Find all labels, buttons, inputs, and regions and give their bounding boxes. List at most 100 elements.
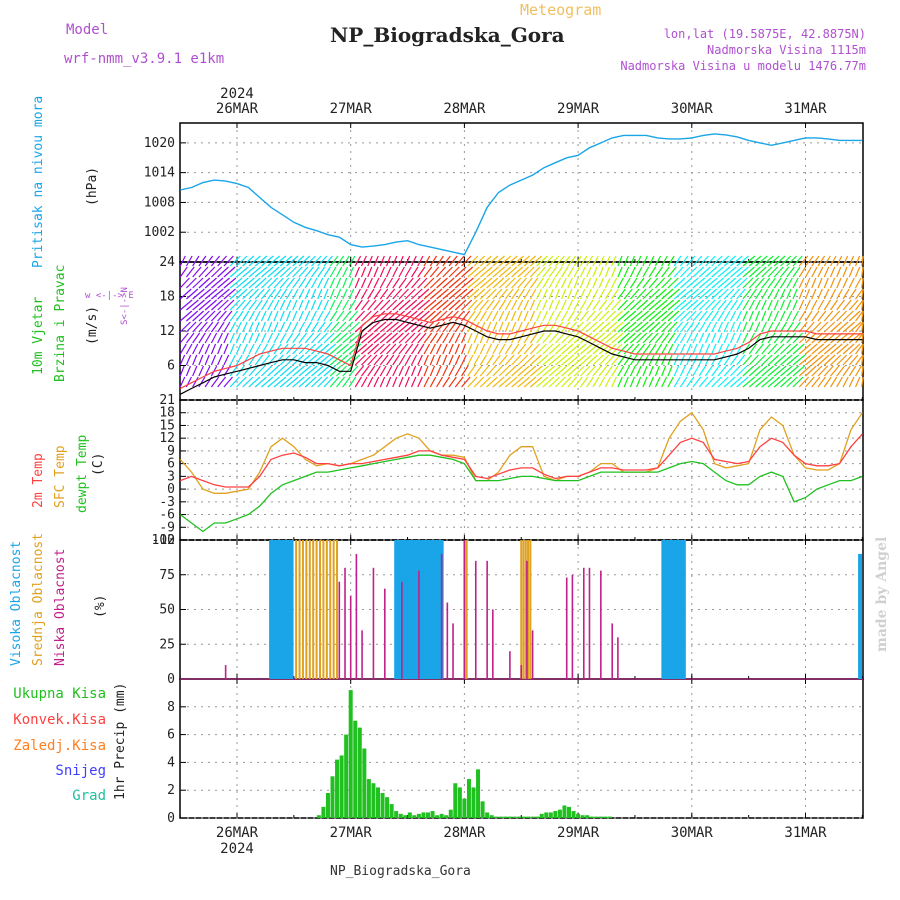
wind-barb <box>748 288 757 300</box>
wind-barb <box>229 277 243 289</box>
precip-bar <box>439 813 444 818</box>
wind-barb <box>392 288 403 300</box>
wind-barb <box>348 310 359 322</box>
wind-barb <box>486 321 492 333</box>
wind-barb <box>629 343 640 355</box>
wind-barb <box>229 321 237 333</box>
wind-barb <box>392 255 398 267</box>
wind-barb <box>755 266 767 278</box>
wind-barb <box>686 343 692 355</box>
wind-barb <box>342 310 352 322</box>
wind-barb <box>811 343 825 355</box>
panels: 10021008101410206121824-12-9-6-303691215… <box>144 122 864 826</box>
wind-barb <box>773 343 785 355</box>
wind-barb <box>761 354 773 366</box>
wind-barb <box>855 277 862 289</box>
wind-barb <box>729 299 738 311</box>
cloud-bar <box>418 570 420 679</box>
wind-barb <box>248 321 254 333</box>
bottom-day-label: 31MAR <box>784 825 827 841</box>
wind-barb <box>335 277 342 289</box>
wind-barb <box>661 299 675 311</box>
wind-barb <box>861 365 864 377</box>
wind-barb <box>586 310 596 322</box>
wind-barb <box>448 299 461 311</box>
wind-barb <box>623 376 629 388</box>
wind-barb <box>723 255 737 267</box>
wind-barb <box>780 376 792 388</box>
wind-barb <box>492 321 498 333</box>
wind-barb <box>498 343 506 355</box>
wind-barb <box>504 343 513 355</box>
wind-barb <box>717 255 730 267</box>
wind-barb <box>686 310 697 322</box>
wind-barb <box>429 288 443 300</box>
wind-barb <box>705 255 716 267</box>
wind-barb <box>267 310 273 322</box>
wind-barb <box>804 299 811 311</box>
wind-barb <box>704 343 711 355</box>
wind-barb <box>611 354 621 366</box>
wind-barb <box>329 310 338 322</box>
wind-barb <box>579 332 593 344</box>
cloud-bar <box>526 560 528 679</box>
wind-barb <box>473 354 481 366</box>
wind-barb <box>423 365 429 377</box>
cloud-bar <box>432 540 437 679</box>
wind-barb <box>404 343 414 355</box>
wind-barb <box>679 365 686 377</box>
cloud-bar <box>663 540 668 679</box>
wind-barb <box>286 266 297 278</box>
cloud-bar <box>617 637 619 679</box>
wind-barb <box>767 277 776 289</box>
precip-bar <box>403 815 408 818</box>
wind-barb <box>836 299 845 311</box>
wind-barb <box>704 365 713 377</box>
cloud-bar <box>529 540 532 679</box>
wind-barb <box>279 310 285 322</box>
wind-barb <box>767 332 776 344</box>
wind-barb <box>448 321 457 333</box>
precip-legend-total: Ukupna Kisa <box>13 686 106 702</box>
wind-barb <box>317 376 329 388</box>
wind-barb <box>754 299 761 311</box>
precip-bar <box>394 811 399 818</box>
wind-barb <box>204 321 214 333</box>
wind-barb <box>811 288 817 300</box>
cloud-bar <box>600 570 602 679</box>
y-tick-label: 15 <box>159 418 175 433</box>
cloud-bar <box>419 540 424 679</box>
wind-barb <box>729 321 736 333</box>
wind-barb <box>292 299 298 311</box>
wind-barb <box>235 354 243 366</box>
wind-barb <box>736 277 748 289</box>
wind-barb <box>386 343 397 355</box>
wind-barb <box>279 365 293 377</box>
wind-barb <box>529 288 537 300</box>
wind-barb <box>711 376 722 388</box>
wind-barb <box>223 310 233 322</box>
wind-barb <box>242 321 248 333</box>
precip-bar <box>316 815 321 818</box>
precip-bar <box>430 811 435 818</box>
wind-barb <box>254 310 261 322</box>
wind-barb <box>705 266 718 278</box>
cloud-bar <box>273 540 278 679</box>
wind-barb <box>536 332 545 344</box>
wind-barb <box>267 266 280 278</box>
wind-barb <box>561 266 569 278</box>
wind-barb <box>704 332 711 344</box>
wind-barb <box>667 343 674 355</box>
wind-barb <box>748 365 761 377</box>
wind-barb <box>335 255 345 267</box>
wind-barb <box>680 299 693 311</box>
wind-barb <box>642 277 652 289</box>
wind-barb <box>323 288 329 300</box>
wind-barb <box>636 343 646 355</box>
wind-barb <box>742 255 756 267</box>
wind-barb <box>573 376 583 388</box>
wind-barb <box>561 299 567 311</box>
wind-barb <box>204 332 212 344</box>
wind-barb <box>761 321 767 333</box>
wind-barb <box>611 321 624 333</box>
